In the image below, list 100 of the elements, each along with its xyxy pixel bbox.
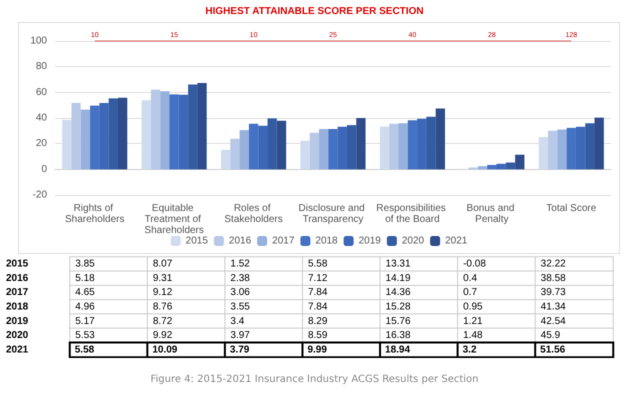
data-label: 0.95 (463, 302, 484, 312)
data-label: 7.12 (308, 272, 328, 284)
bar (142, 100, 151, 170)
x-tick-label: Equitable Treatment of Shareholders (144, 203, 204, 236)
bar (506, 162, 516, 170)
bar (594, 118, 604, 170)
data-label: 3.55 (230, 302, 250, 312)
bar (160, 91, 170, 170)
x-tick-label: Roles of Stakeholders (224, 203, 283, 225)
bar (310, 132, 320, 170)
bar (398, 123, 408, 170)
bar (380, 126, 390, 170)
y-tick-label: 2018 (6, 302, 29, 312)
bar (557, 130, 567, 170)
data-label: 32.22 (540, 258, 566, 270)
data-label: 41.34 (540, 302, 566, 312)
bar (436, 108, 445, 170)
data-label: 5.58 (74, 344, 95, 356)
bar (188, 84, 198, 170)
bar (548, 130, 558, 170)
data-label: 0.4 (463, 272, 478, 284)
data-label: 8.07 (152, 258, 173, 270)
data-label: 45.9 (540, 330, 561, 342)
data-label: 7.84 (308, 287, 328, 298)
data-label: 10.09 (152, 344, 178, 356)
bar (426, 116, 436, 170)
bar (150, 90, 160, 170)
bar (197, 82, 207, 170)
data-label: 13.31 (386, 258, 411, 270)
y-tick-label: 100 (30, 36, 48, 46)
x-tick-label: Responsibilities of the Board (376, 203, 449, 225)
bar (62, 120, 72, 170)
data-label: 4.96 (75, 302, 96, 312)
bar (80, 110, 90, 170)
legend-label: 2018 (315, 236, 338, 246)
bar (240, 130, 249, 170)
data-label: 0.7 (463, 287, 478, 298)
data-label: 2.38 (230, 272, 250, 284)
data-label: 15.76 (386, 316, 411, 327)
legend-label: 2015 (186, 236, 208, 246)
y-tick-label: 80 (36, 61, 48, 72)
legend-label: 2019 (358, 236, 382, 246)
legend-label: 2020 (402, 236, 425, 246)
data-label: 7.84 (308, 302, 328, 312)
data-label: 38.58 (540, 272, 566, 284)
data-label: 5.58 (308, 258, 328, 270)
data-label: 9.99 (307, 344, 328, 356)
x-tick-label: Rights of Shareholders (64, 203, 124, 225)
y-tick-label: 0 (41, 164, 48, 175)
data-label: 5.53 (75, 330, 96, 342)
y-tick-label: 2016 (6, 272, 29, 284)
bar (118, 98, 128, 170)
bar (71, 102, 81, 170)
data-label: 9.31 (152, 272, 173, 284)
bar (300, 140, 310, 170)
data-label: -0.08 (463, 258, 486, 270)
y-tick-label: 60 (36, 86, 48, 98)
y-tick-label: 2017 (6, 287, 29, 298)
data-label: 5.18 (75, 272, 96, 284)
data-label: 51.56 (540, 344, 566, 356)
legend-label: 2017 (272, 236, 295, 246)
data-label: 39.73 (540, 287, 566, 298)
bar (268, 118, 277, 170)
data-label: 3.97 (230, 330, 250, 342)
chart-title: HIGHEST ATTAINABLE SCORE PER SECTION (204, 6, 425, 17)
data-label: 8.72 (152, 316, 173, 327)
data-label: 1.21 (463, 316, 484, 327)
data-label: 3.06 (230, 287, 250, 298)
y-tick-label: 2020 (6, 330, 29, 342)
y-tick-label: 2015 (6, 258, 29, 270)
y-tick-label: 20 (36, 138, 48, 150)
data-label: 3.4 (230, 316, 245, 327)
bar (478, 166, 488, 170)
data-label: 4.65 (75, 287, 96, 298)
data-label: 3.2 (462, 344, 477, 356)
bar (389, 124, 398, 170)
data-label: 8.76 (152, 302, 173, 312)
data-label: 8.29 (308, 316, 328, 327)
data-label: 8.59 (308, 330, 328, 342)
data-label: 14.19 (386, 272, 411, 284)
data-label: 15.28 (386, 302, 411, 312)
bar (221, 150, 230, 170)
data-label: 5.17 (75, 316, 96, 327)
bar (108, 98, 118, 170)
x-tick-label: Disclosure and Transparency (298, 203, 368, 225)
legend-label: 2021 (445, 236, 468, 246)
bar (356, 118, 366, 170)
data-label: 3.85 (75, 258, 96, 270)
bar (538, 136, 548, 170)
data-label: 3.79 (230, 344, 250, 356)
data-label: 9.12 (152, 287, 173, 298)
bar (319, 129, 328, 170)
data-label: 1.52 (230, 258, 250, 270)
data-label: 16.38 (386, 330, 411, 342)
data-label: 1.48 (463, 330, 484, 342)
bar (276, 120, 286, 170)
x-tick-label: Bonus and Penalty (466, 203, 518, 225)
y-tick-label: 2021 (6, 344, 29, 356)
data-label: 14.36 (386, 287, 411, 298)
bar (346, 125, 356, 170)
